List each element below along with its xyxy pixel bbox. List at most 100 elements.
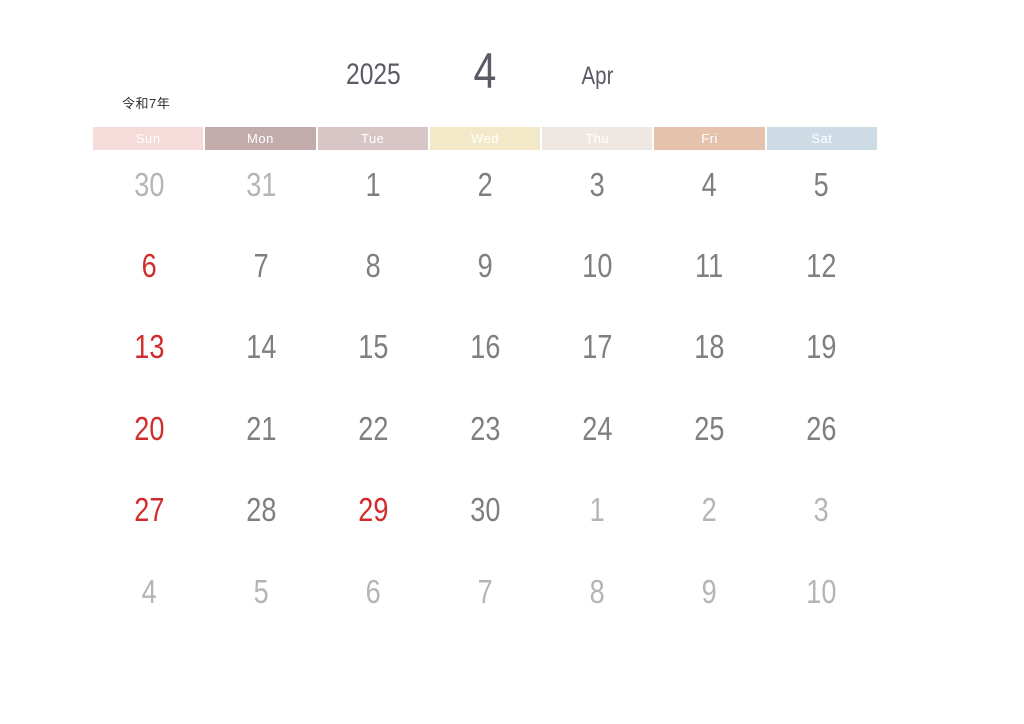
day-number: 6 (365, 572, 381, 610)
month-abbr: Apr (541, 62, 653, 91)
day-cell: 2 (653, 470, 765, 551)
day-number: 18 (693, 328, 725, 366)
month-number: 4 (429, 42, 541, 100)
day-cell: 26 (765, 388, 877, 469)
day-cell: 6 (93, 225, 205, 306)
day-number: 4 (701, 165, 717, 203)
day-number: 6 (141, 247, 157, 285)
day-cell: 19 (765, 307, 877, 388)
day-cell: 28 (205, 470, 317, 551)
day-number: 1 (365, 165, 381, 203)
day-cell: 3 (765, 470, 877, 551)
day-cell: 27 (93, 470, 205, 551)
day-cell: 29 (317, 470, 429, 551)
day-number: 7 (253, 247, 269, 285)
era-label: 令和7年 (122, 96, 171, 111)
day-cell: 12 (765, 225, 877, 306)
day-cell: 8 (541, 551, 653, 632)
day-cell: 25 (653, 388, 765, 469)
day-cell: 9 (429, 225, 541, 306)
day-cell: 4 (93, 551, 205, 632)
day-number: 30 (469, 491, 501, 529)
day-number: 10 (805, 572, 837, 610)
day-number: 25 (693, 409, 725, 447)
weekday-header-sun: Sun (93, 127, 204, 150)
day-number: 2 (701, 491, 717, 529)
weekday-header: Sun Mon Tue Wed Thu Fri Sat (93, 127, 877, 150)
day-number: 22 (357, 409, 389, 447)
weekday-header-sat: Sat (766, 127, 877, 150)
day-number: 21 (245, 409, 277, 447)
day-number: 13 (133, 328, 165, 366)
day-number: 9 (701, 572, 717, 610)
day-cell: 6 (317, 551, 429, 632)
day-number: 23 (469, 409, 501, 447)
day-cell: 1 (541, 470, 653, 551)
day-number: 29 (357, 491, 389, 529)
month-abbr-text: Apr (581, 62, 613, 90)
weekday-header-wed: Wed (429, 127, 541, 150)
day-cell: 30 (429, 470, 541, 551)
day-cell: 7 (205, 225, 317, 306)
weekday-header-fri: Fri (654, 127, 765, 150)
weekday-header-tue: Tue (317, 127, 428, 150)
day-cell: 11 (653, 225, 765, 306)
day-cell: 22 (317, 388, 429, 469)
day-cell: 13 (93, 307, 205, 388)
day-number: 10 (581, 247, 613, 285)
day-number: 4 (141, 572, 157, 610)
day-cell: 5 (765, 144, 877, 225)
day-number: 9 (477, 247, 493, 285)
day-cell: 16 (429, 307, 541, 388)
weekday-header-mon: Mon (205, 127, 316, 150)
month-number-text: 4 (473, 43, 497, 99)
day-cell: 3 (541, 144, 653, 225)
day-number: 19 (805, 328, 837, 366)
day-cell: 24 (541, 388, 653, 469)
day-cell: 30 (93, 144, 205, 225)
day-number: 17 (581, 328, 613, 366)
day-cell: 14 (205, 307, 317, 388)
day-cell: 31 (205, 144, 317, 225)
day-number: 5 (253, 572, 269, 610)
day-cell: 1 (317, 144, 429, 225)
year-label: 2025 (317, 58, 429, 92)
day-number: 31 (245, 165, 277, 203)
day-cell: 2 (429, 144, 541, 225)
day-number: 24 (581, 409, 613, 447)
day-number: 8 (589, 572, 605, 610)
day-number: 14 (245, 328, 277, 366)
day-cell: 23 (429, 388, 541, 469)
day-cell: 10 (765, 551, 877, 632)
day-cell: 21 (205, 388, 317, 469)
day-number: 20 (133, 409, 165, 447)
day-number: 30 (133, 165, 165, 203)
day-number: 3 (813, 491, 829, 529)
day-cell: 4 (653, 144, 765, 225)
day-cell: 15 (317, 307, 429, 388)
day-number: 8 (365, 247, 381, 285)
day-cell: 8 (317, 225, 429, 306)
day-cell: 5 (205, 551, 317, 632)
day-number: 16 (469, 328, 501, 366)
day-number: 11 (694, 247, 724, 285)
day-number: 5 (813, 165, 829, 203)
day-number: 26 (805, 409, 837, 447)
day-number: 2 (477, 165, 493, 203)
day-number: 27 (133, 491, 165, 529)
year-text: 2025 (345, 58, 401, 91)
day-cell: 18 (653, 307, 765, 388)
weekday-header-thu: Thu (542, 127, 653, 150)
day-number: 1 (589, 491, 605, 529)
day-number: 28 (245, 491, 277, 529)
day-cell: 17 (541, 307, 653, 388)
day-cell: 20 (93, 388, 205, 469)
day-cell: 9 (653, 551, 765, 632)
day-cell: 7 (429, 551, 541, 632)
day-cell: 10 (541, 225, 653, 306)
calendar-grid: 30 31 1 2 3 4 5 6 7 8 9 10 11 12 13 14 15 16 17 18 19 20 21 22 2… (93, 144, 877, 632)
day-number: 12 (805, 247, 837, 285)
day-number: 15 (357, 328, 389, 366)
day-number: 7 (477, 572, 493, 610)
